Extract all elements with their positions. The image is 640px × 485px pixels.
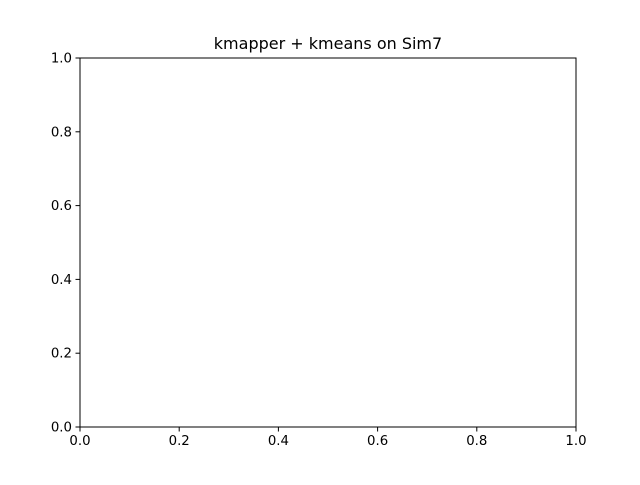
y-tick-label: 0.2 (51, 347, 72, 362)
y-tick-label: 1.0 (51, 52, 72, 67)
chart-title: kmapper + kmeans on Sim7 (214, 34, 442, 53)
x-tick-label: 0.4 (268, 434, 289, 449)
x-axis: 0.0 0.2 0.4 0.6 0.8 1.0 (69, 427, 587, 449)
x-tick-label: 0.0 (69, 434, 90, 449)
x-tick-label: 0.8 (466, 434, 487, 449)
plot-frame (79, 57, 577, 428)
y-tick-label: 0.6 (51, 199, 72, 214)
x-tick-label: 1.0 (565, 434, 586, 449)
y-tick-label: 0.8 (51, 125, 72, 140)
y-axis: 0.0 0.2 0.4 0.6 0.8 1.0 (51, 52, 80, 436)
y-tick-label: 0.0 (51, 421, 72, 436)
x-tick-label: 0.6 (367, 434, 388, 449)
y-tick-label: 0.4 (51, 273, 72, 288)
x-tick-label: 0.2 (169, 434, 190, 449)
